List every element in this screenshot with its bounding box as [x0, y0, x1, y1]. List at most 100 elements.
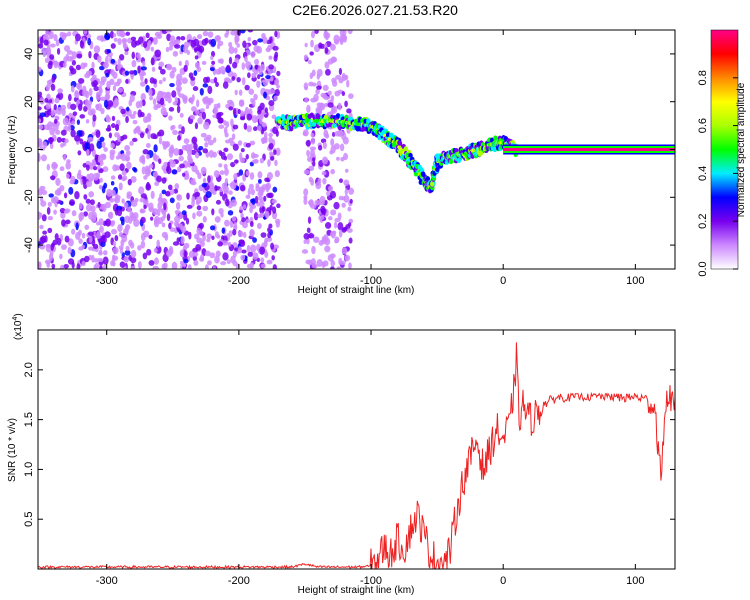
noise-speckle	[181, 77, 188, 84]
noise-speckle	[101, 141, 106, 149]
noise-speckle	[303, 233, 310, 240]
signal-mark	[335, 113, 341, 119]
noise-speckle	[88, 211, 94, 221]
noise-speckle	[45, 30, 49, 37]
noise-speckle	[324, 32, 331, 39]
noise-speckle	[209, 252, 216, 259]
noise-speckle	[75, 64, 82, 71]
noise-speckle	[97, 165, 101, 170]
noise-speckle	[131, 51, 136, 60]
noise-speckle	[341, 91, 346, 97]
noise-speckle	[264, 210, 270, 219]
noise-speckle	[332, 80, 338, 87]
noise-speckle	[152, 78, 158, 85]
noise-speckle	[188, 157, 194, 164]
noise-speckle	[154, 215, 160, 224]
noise-speckle	[95, 92, 101, 101]
colorbar-tick-label: 0.2	[697, 214, 709, 229]
noise-speckle	[114, 132, 120, 138]
noise-speckle	[56, 237, 62, 246]
noise-speckle	[275, 147, 281, 156]
noise-speckle	[112, 247, 119, 255]
noise-speckle	[214, 255, 220, 264]
noise-speckle	[46, 207, 51, 215]
noise-speckle	[207, 260, 212, 266]
noise-speckle	[117, 174, 123, 180]
noise-speckle	[217, 241, 224, 247]
noise-speckle	[129, 242, 135, 249]
noise-speckle	[330, 56, 336, 64]
noise-speckle	[115, 123, 120, 132]
noise-speckle	[232, 143, 239, 151]
noise-speckle	[233, 173, 238, 181]
noise-speckle	[143, 204, 147, 210]
noise-speckle	[53, 60, 59, 69]
noise-speckle	[146, 167, 151, 175]
noise-speckle	[39, 97, 45, 105]
noise-speckle	[246, 244, 251, 253]
noise-speckle	[261, 36, 268, 44]
noise-speckle	[306, 227, 311, 234]
spectrogram-y-tick-label: 20	[23, 96, 35, 108]
noise-speckle	[207, 175, 211, 184]
noise-speckle	[95, 104, 99, 111]
noise-speckle	[263, 91, 267, 99]
noise-speckle	[129, 70, 135, 75]
noise-speckle	[124, 51, 129, 56]
noise-speckle	[111, 254, 116, 262]
noise-speckle	[156, 208, 161, 217]
noise-speckle	[67, 238, 74, 247]
noise-speckle	[349, 198, 353, 204]
noise-speckle	[185, 217, 190, 225]
noise-speckle	[230, 161, 236, 168]
noise-speckle	[179, 223, 183, 230]
noise-speckle	[249, 140, 256, 146]
noise-speckle	[118, 182, 123, 191]
noise-speckle	[45, 102, 52, 110]
noise-speckle	[344, 100, 348, 108]
noise-speckle	[70, 129, 76, 138]
noise-speckle	[335, 74, 342, 80]
snr-panel: -300 -200 -100 0 100 0.5 1.0 1.5 2.0 Height of s…	[7, 313, 676, 596]
noise-speckle	[253, 212, 259, 221]
noise-speckle	[56, 106, 63, 115]
noise-speckle	[232, 107, 237, 116]
noise-speckle	[206, 233, 213, 240]
noise-speckle	[333, 201, 340, 210]
noise-speckle	[71, 210, 77, 217]
noise-speckle	[221, 227, 226, 234]
noise-speckle	[159, 97, 165, 106]
noise-speckle	[82, 89, 88, 97]
noise-speckle	[252, 252, 259, 260]
noise-speckle	[309, 146, 317, 151]
noise-speckle	[174, 39, 181, 45]
noise-speckle	[55, 129, 61, 135]
noise-speckle	[100, 35, 105, 42]
noise-speckle	[218, 66, 222, 75]
noise-speckle	[181, 126, 185, 135]
noise-speckle	[268, 88, 275, 95]
noise-speckle	[261, 206, 266, 212]
spectrogram-x-label: Height of straight line (km)	[298, 285, 415, 296]
noise-speckle	[254, 195, 259, 204]
noise-speckle	[328, 216, 333, 221]
noise-speckle	[249, 262, 254, 269]
noise-speckle	[84, 73, 91, 79]
noise-speckle	[193, 70, 198, 76]
noise-speckle	[322, 234, 329, 243]
noise-speckle	[67, 31, 72, 37]
noise-speckle	[177, 134, 181, 141]
noise-speckle	[310, 39, 314, 48]
noise-speckle	[348, 237, 353, 244]
noise-speckle	[52, 196, 59, 203]
noise-speckle	[116, 30, 123, 37]
noise-speckle	[124, 70, 130, 76]
noise-speckle	[199, 112, 203, 118]
noise-speckle	[204, 141, 209, 148]
noise-speckle	[222, 81, 229, 89]
noise-speckle	[303, 169, 311, 175]
noise-speckle	[311, 82, 317, 87]
noise-speckle	[307, 216, 312, 224]
noise-speckle	[137, 261, 142, 269]
